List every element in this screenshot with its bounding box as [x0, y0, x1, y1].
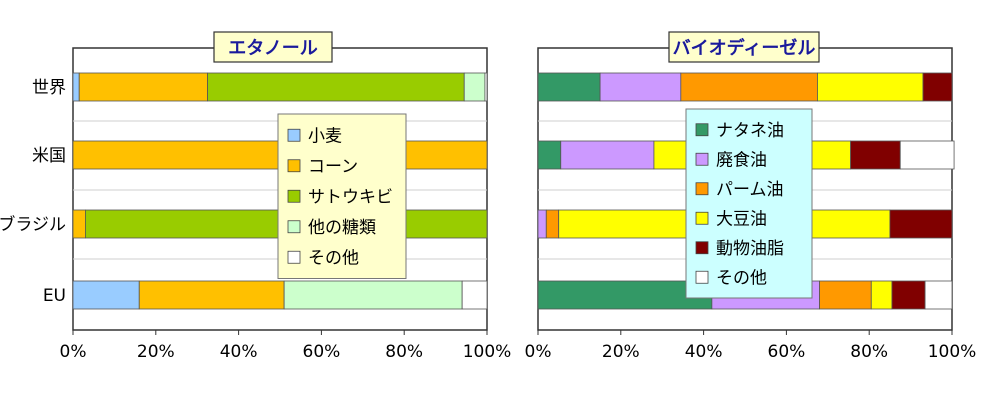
legend-label: 大豆油 [716, 209, 767, 229]
chart-title: バイオディーゼル [673, 37, 816, 59]
legend-label: パーム油 [716, 180, 784, 200]
bar-segment [922, 72, 953, 102]
legend-swatch [287, 128, 301, 142]
legend-swatch [695, 182, 709, 196]
x-tick-label: 0% [60, 342, 87, 362]
chart-title: エタノール [228, 38, 317, 59]
chart-title-box [213, 31, 333, 63]
legend-swatch [695, 270, 709, 284]
bar-segment [599, 72, 682, 102]
legend-swatch [695, 152, 709, 166]
bar-segment [891, 280, 926, 310]
x-tick-label: 100% [928, 342, 977, 362]
bar-segment [283, 280, 463, 310]
x-tick-label: 60% [303, 342, 341, 362]
bar-segment [899, 140, 955, 170]
legend-swatch [287, 220, 301, 234]
legend-box [685, 108, 813, 299]
bar-segment [850, 140, 901, 170]
bar-segment [138, 280, 285, 310]
legend-swatch [287, 250, 301, 264]
legend-label: 小麦 [308, 126, 342, 146]
bar-segment [537, 140, 562, 170]
bar-segment [537, 72, 601, 102]
bar-segment [207, 72, 465, 102]
category-label: 米国 [32, 146, 66, 166]
legend-label: その他 [716, 268, 767, 288]
legend-swatch [287, 189, 301, 203]
legend-label: ナタネ油 [716, 121, 784, 141]
bar-segment [870, 280, 893, 310]
x-tick-label: 40% [220, 342, 258, 362]
category-label: EU [43, 286, 66, 306]
legend-label: 動物油脂 [716, 239, 784, 259]
bar-segment [817, 72, 924, 102]
bar-segment [819, 280, 872, 310]
bar-segment [537, 209, 547, 239]
legend-label: その他 [308, 248, 359, 268]
x-tick-label: 100% [463, 342, 512, 362]
legend-swatch [695, 241, 709, 255]
x-tick-label: 80% [385, 342, 423, 362]
chart-title-box [668, 31, 820, 63]
bar-segment [72, 280, 140, 310]
x-tick-label: 0% [525, 342, 552, 362]
legend-swatch [287, 159, 301, 173]
legend-swatch [695, 211, 709, 225]
x-tick-label: 40% [685, 342, 723, 362]
legend-label: 他の糖類 [308, 218, 376, 238]
legend-label: 廃食油 [716, 150, 767, 170]
bar-segment [78, 72, 208, 102]
legend-label: コーン [308, 157, 358, 177]
bar-segment [484, 72, 488, 102]
x-tick-label: 60% [768, 342, 806, 362]
bar-segment [924, 280, 953, 310]
bar-segment [680, 72, 818, 102]
x-tick-label: 80% [850, 342, 888, 362]
legend-label: サトウキビ [308, 187, 393, 207]
bar-segment [72, 72, 80, 102]
bar-segment [545, 209, 560, 239]
x-tick-label: 20% [602, 342, 640, 362]
bar-segment [537, 280, 713, 310]
legend-swatch [695, 123, 709, 137]
bar-segment [72, 209, 86, 239]
bar-segment [889, 209, 953, 239]
bar-segment [463, 72, 486, 102]
x-tick-label: 20% [137, 342, 175, 362]
bar-segment [560, 140, 655, 170]
bar-segment [461, 280, 488, 310]
category-label: ブラジル [0, 214, 66, 235]
category-label: 世界 [32, 78, 66, 98]
